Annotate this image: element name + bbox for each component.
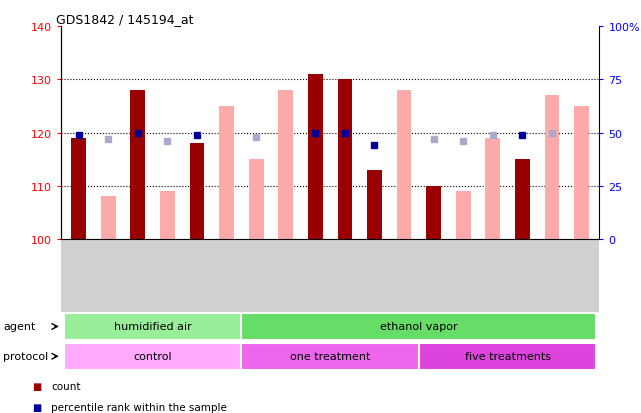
Bar (545, 96, 560, 240)
Text: percentile rank within the sample: percentile rank within the sample (51, 402, 227, 412)
Bar (190, 144, 204, 240)
Text: control: control (133, 351, 172, 361)
Bar (419, 343, 596, 370)
Bar (308, 75, 322, 240)
Bar (101, 197, 115, 240)
Bar (64, 313, 242, 340)
Bar (367, 171, 382, 240)
Bar (485, 138, 500, 240)
Bar (64, 343, 242, 370)
Text: protocol: protocol (3, 351, 49, 361)
Bar (515, 160, 530, 240)
Text: ■: ■ (32, 402, 41, 412)
Bar (426, 186, 441, 240)
Bar (219, 107, 234, 240)
Text: ethanol vapor: ethanol vapor (380, 322, 458, 332)
Bar (71, 138, 86, 240)
Text: count: count (51, 381, 81, 391)
Bar (278, 90, 293, 240)
Bar (249, 160, 263, 240)
Bar (574, 107, 589, 240)
Text: agent: agent (3, 322, 36, 332)
Text: GDS1842 / 145194_at: GDS1842 / 145194_at (56, 13, 193, 26)
Text: five treatments: five treatments (465, 351, 551, 361)
Text: humidified air: humidified air (113, 322, 192, 332)
Text: one treatment: one treatment (290, 351, 370, 361)
Bar (242, 343, 419, 370)
Bar (338, 80, 353, 240)
Text: ■: ■ (32, 381, 41, 391)
Bar (456, 192, 470, 240)
Bar (397, 90, 412, 240)
Bar (242, 313, 596, 340)
Bar (160, 192, 175, 240)
Bar (130, 90, 146, 240)
